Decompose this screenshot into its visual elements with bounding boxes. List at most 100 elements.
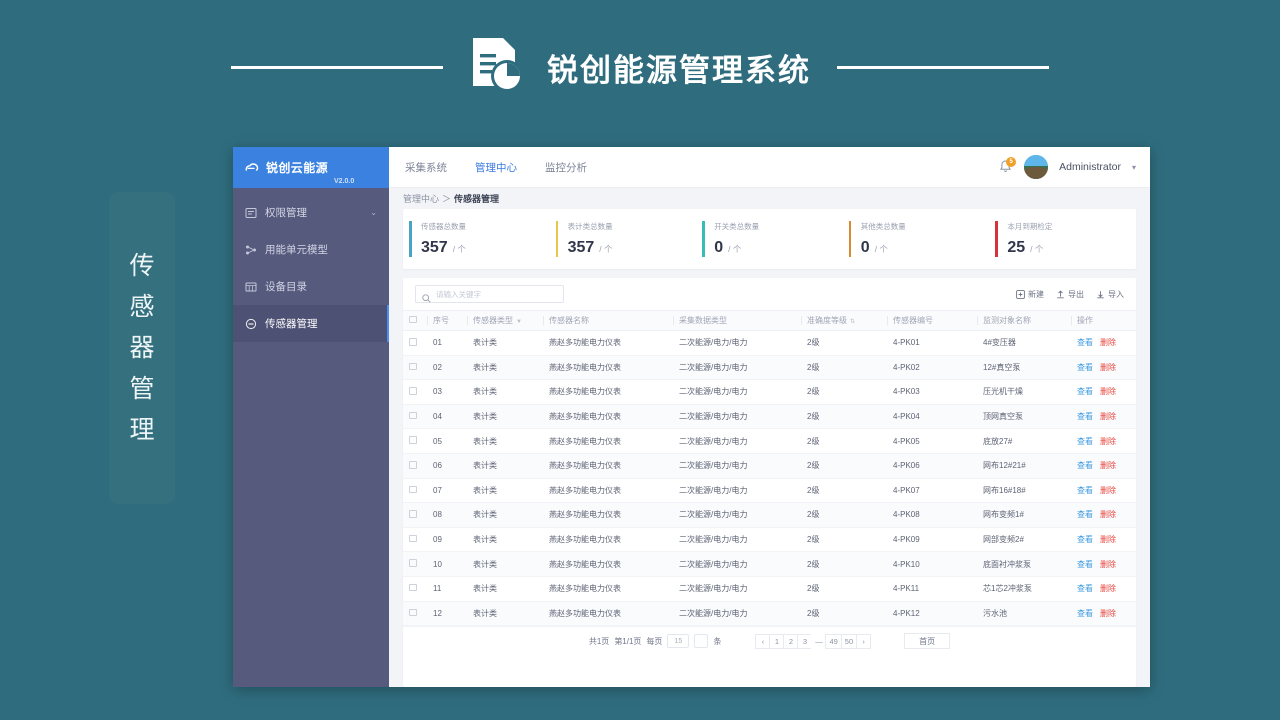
row-checkbox-cell[interactable] bbox=[403, 428, 427, 454]
row-checkbox[interactable] bbox=[409, 436, 417, 444]
delete-link[interactable]: 删除 bbox=[1100, 485, 1116, 495]
select-all-header[interactable] bbox=[403, 310, 427, 331]
table-row[interactable]: 03 表计类 燕赵多功能电力仪表 二次能源/电力/电力 2级 4-PK03 压光… bbox=[403, 379, 1136, 405]
delete-link[interactable]: 删除 bbox=[1100, 461, 1116, 471]
row-checkbox[interactable] bbox=[409, 387, 417, 395]
table-row[interactable]: 02 表计类 燕赵多功能电力仪表 二次能源/电力/电力 2级 4-PK02 12… bbox=[403, 355, 1136, 381]
row-checkbox-cell[interactable] bbox=[403, 601, 427, 627]
page-button-49[interactable]: 49 bbox=[825, 633, 842, 649]
view-link[interactable]: 查看 bbox=[1077, 535, 1093, 545]
app-logo[interactable]: 锐创云能源 V2.0.0 bbox=[233, 147, 389, 188]
row-checkbox[interactable] bbox=[409, 411, 417, 420]
cell-grade: 2级 bbox=[801, 453, 887, 479]
sidebar-item-device-catalog[interactable]: 设备目录 bbox=[233, 268, 389, 305]
row-checkbox[interactable] bbox=[409, 510, 417, 518]
row-checkbox-cell[interactable] bbox=[403, 576, 427, 602]
new-button[interactable]: 新建 bbox=[1016, 289, 1044, 300]
table-row[interactable]: 07 表计类 燕赵多功能电力仪表 二次能源/电力/电力 2级 4-PK07 网布… bbox=[403, 478, 1136, 504]
page-button-50[interactable]: 50 bbox=[840, 633, 858, 649]
search-input[interactable]: 请输入关键字 bbox=[415, 285, 564, 303]
breadcrumb-parent[interactable]: 管理中心 bbox=[403, 194, 440, 204]
row-checkbox-cell[interactable] bbox=[403, 551, 427, 577]
delete-link[interactable]: 删除 bbox=[1100, 535, 1116, 545]
table-row[interactable]: 09 表计类 燕赵多功能电力仪表 二次能源/电力/电力 2级 4-PK09 网部… bbox=[403, 527, 1136, 553]
row-checkbox-cell[interactable] bbox=[403, 404, 427, 430]
table-row[interactable]: 04 表计类 燕赵多功能电力仪表 二次能源/电力/电力 2级 4-PK04 顶网… bbox=[403, 404, 1136, 430]
row-checkbox[interactable] bbox=[409, 338, 417, 346]
first-page-button[interactable]: 首页 bbox=[904, 633, 951, 650]
view-link[interactable]: 查看 bbox=[1077, 485, 1093, 495]
export-button[interactable]: 导出 bbox=[1056, 289, 1084, 300]
sort-icon[interactable]: ⇅ bbox=[850, 319, 856, 325]
delete-link[interactable]: 删除 bbox=[1100, 608, 1116, 618]
chevron-down-icon[interactable]: ▾ bbox=[1131, 162, 1136, 172]
avatar[interactable] bbox=[1024, 155, 1049, 179]
user-name[interactable]: Administrator bbox=[1059, 161, 1121, 173]
delete-link[interactable]: 删除 bbox=[1100, 387, 1116, 397]
page-ellipsis: — bbox=[811, 633, 827, 649]
view-link[interactable]: 查看 bbox=[1077, 559, 1093, 569]
row-checkbox[interactable] bbox=[409, 608, 417, 617]
prev-page-button[interactable]: ‹ bbox=[755, 633, 771, 649]
view-link[interactable]: 查看 bbox=[1077, 510, 1093, 520]
delete-link[interactable]: 删除 bbox=[1100, 412, 1116, 422]
row-checkbox-cell[interactable] bbox=[403, 527, 427, 553]
view-link[interactable]: 查看 bbox=[1077, 338, 1093, 348]
cell-code: 4-PK03 bbox=[887, 379, 977, 405]
filter-icon[interactable]: ▼ bbox=[516, 319, 522, 325]
sidebar-item-sensor-management[interactable]: 传感器管理 bbox=[233, 305, 389, 342]
table-row[interactable]: 08 表计类 燕赵多功能电力仪表 二次能源/电力/电力 2级 4-PK08 网布… bbox=[403, 502, 1136, 528]
import-button[interactable]: 导入 bbox=[1096, 289, 1124, 300]
tab-collection-system[interactable]: 采集系统 bbox=[405, 161, 447, 174]
next-page-button[interactable]: › bbox=[856, 633, 872, 649]
column-accuracy-grade[interactable]: 准确度等级 ⇅ bbox=[801, 310, 887, 331]
row-checkbox-cell[interactable] bbox=[403, 453, 427, 479]
per-page-stepper[interactable] bbox=[694, 634, 709, 649]
view-link[interactable]: 查看 bbox=[1077, 387, 1093, 397]
view-link[interactable]: 查看 bbox=[1077, 608, 1093, 618]
page-button-3[interactable]: 3 bbox=[797, 633, 813, 649]
table-row[interactable]: 10 表计类 燕赵多功能电力仪表 二次能源/电力/电力 2级 4-PK10 底面… bbox=[403, 551, 1136, 577]
row-checkbox[interactable] bbox=[409, 362, 417, 371]
bell-icon[interactable]: 5 bbox=[998, 157, 1017, 175]
row-checkbox-cell[interactable] bbox=[403, 502, 427, 528]
delete-link[interactable]: 删除 bbox=[1100, 362, 1116, 372]
pagination-info: 共1页 第1/1页 每页 15 条 bbox=[589, 634, 721, 649]
row-checkbox-cell[interactable] bbox=[403, 330, 427, 356]
view-link[interactable]: 查看 bbox=[1077, 436, 1093, 446]
delete-link[interactable]: 删除 bbox=[1100, 436, 1116, 446]
logo-text: 锐创云能源 bbox=[266, 161, 329, 175]
row-checkbox[interactable] bbox=[409, 534, 417, 543]
table-row[interactable]: 06 表计类 燕赵多功能电力仪表 二次能源/电力/电力 2级 4-PK06 网布… bbox=[403, 453, 1136, 479]
table-row[interactable]: 12 表计类 燕赵多功能电力仪表 二次能源/电力/电力 2级 4-PK12 污水… bbox=[403, 601, 1136, 627]
table-row[interactable]: 05 表计类 燕赵多功能电力仪表 二次能源/电力/电力 2级 4-PK05 底放… bbox=[403, 428, 1136, 454]
sidebar-item-energy-unit-model[interactable]: 用能单元模型 bbox=[233, 231, 389, 268]
table-row[interactable]: 01 表计类 燕赵多功能电力仪表 二次能源/电力/电力 2级 4-PK01 4#… bbox=[403, 330, 1136, 356]
delete-link[interactable]: 删除 bbox=[1100, 338, 1116, 348]
cell-data-type: 二次能源/电力/电力 bbox=[673, 551, 801, 577]
delete-link[interactable]: 删除 bbox=[1100, 559, 1116, 569]
row-checkbox[interactable] bbox=[409, 461, 417, 469]
view-link[interactable]: 查看 bbox=[1077, 461, 1093, 471]
sidebar-item-permission[interactable]: 权限管理 ⌄ bbox=[233, 194, 389, 231]
row-checkbox[interactable] bbox=[409, 485, 417, 494]
select-all-checkbox[interactable] bbox=[409, 315, 417, 324]
row-checkbox[interactable] bbox=[409, 559, 417, 567]
row-checkbox-cell[interactable] bbox=[403, 379, 427, 405]
view-link[interactable]: 查看 bbox=[1077, 412, 1093, 422]
delete-link[interactable]: 删除 bbox=[1100, 510, 1116, 520]
view-link[interactable]: 查看 bbox=[1077, 362, 1093, 372]
row-checkbox-cell[interactable] bbox=[403, 478, 427, 504]
tab-monitoring-analysis[interactable]: 监控分析 bbox=[545, 161, 587, 174]
delete-link[interactable]: 删除 bbox=[1100, 584, 1116, 594]
tab-management-center[interactable]: 管理中心 bbox=[475, 161, 517, 174]
page-button-1[interactable]: 1 bbox=[769, 633, 785, 649]
column-sensor-type[interactable]: 传感器类型 ▼ bbox=[467, 310, 543, 331]
view-link[interactable]: 查看 bbox=[1077, 584, 1093, 594]
table-row[interactable]: 11 表计类 燕赵多功能电力仪表 二次能源/电力/电力 2级 4-PK11 芯1… bbox=[403, 576, 1136, 602]
row-checkbox-cell[interactable] bbox=[403, 355, 427, 381]
page-button-2[interactable]: 2 bbox=[783, 633, 799, 649]
cell-data-type: 二次能源/电力/电力 bbox=[673, 478, 801, 504]
row-checkbox[interactable] bbox=[409, 583, 417, 592]
per-page-select[interactable]: 15 bbox=[667, 634, 690, 649]
